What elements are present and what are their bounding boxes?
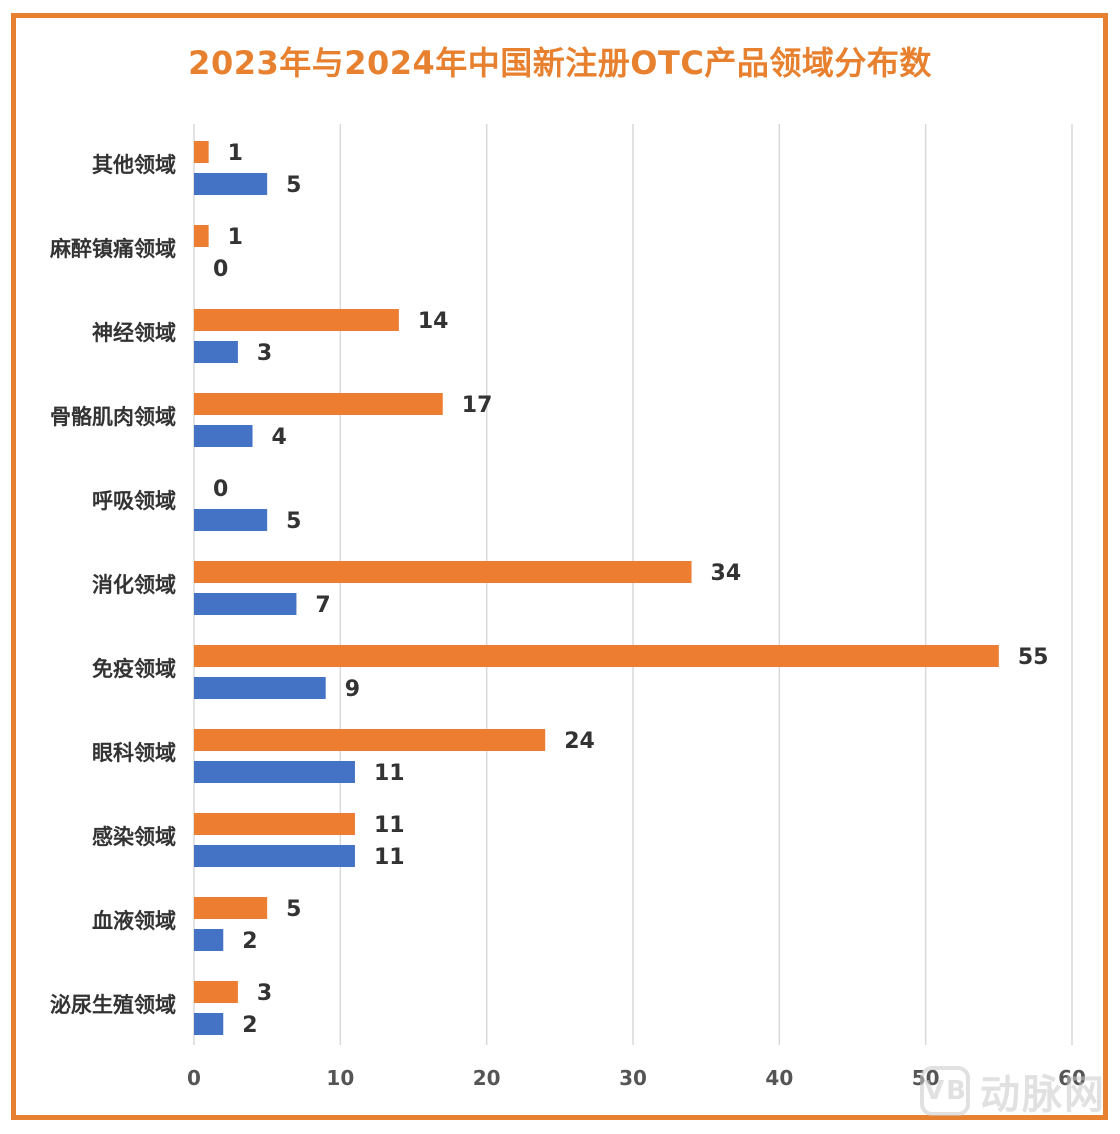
bar — [194, 425, 253, 447]
bar — [194, 729, 546, 751]
data-label: 2 — [242, 929, 257, 954]
category-label: 眼科领域 — [92, 741, 176, 765]
data-label: 9 — [345, 677, 360, 702]
category-label: 免疫领域 — [92, 657, 176, 681]
bar — [194, 813, 355, 835]
category-label: 消化领域 — [92, 573, 176, 597]
data-label: 5 — [286, 897, 301, 922]
category-label: 骨骼肌肉领域 — [50, 405, 176, 429]
data-label: 0 — [213, 477, 228, 502]
bar — [194, 1013, 224, 1035]
bar — [194, 593, 297, 615]
bar — [194, 645, 999, 667]
bar — [194, 393, 443, 415]
bar — [194, 173, 268, 195]
data-label: 3 — [257, 341, 272, 366]
category-label: 其他领域 — [92, 153, 176, 177]
bar — [194, 225, 209, 247]
x-tick-label: 20 — [473, 1066, 501, 1090]
bar — [194, 309, 399, 331]
bar — [194, 761, 355, 783]
bars — [194, 141, 999, 1035]
x-tick-label: 0 — [187, 1066, 201, 1090]
data-label: 4 — [272, 425, 287, 450]
watermark-logo-icon: VB — [920, 1066, 970, 1116]
watermark: VB 动脉网 — [920, 1062, 1106, 1120]
data-label: 1 — [228, 141, 243, 166]
data-label: 7 — [315, 593, 330, 618]
category-label: 血液领域 — [92, 909, 176, 933]
bar — [194, 981, 238, 1003]
grid-lines — [193, 124, 1073, 1045]
data-label: 34 — [711, 561, 742, 586]
bar — [194, 929, 224, 951]
data-label: 11 — [374, 845, 405, 870]
bar — [194, 677, 326, 699]
data-label: 5 — [286, 509, 301, 534]
watermark-text: 动脉网 — [980, 1072, 1106, 1118]
bar — [194, 845, 355, 867]
bar — [194, 561, 692, 583]
category-label: 麻醉镇痛领域 — [49, 237, 176, 261]
data-label: 24 — [564, 729, 595, 754]
bar — [194, 141, 209, 163]
category-label: 泌尿生殖领域 — [50, 993, 176, 1017]
x-tick-label: 60 — [1058, 1066, 1086, 1090]
data-label: 1 — [228, 225, 243, 250]
bar — [194, 509, 268, 531]
category-label: 神经领域 — [92, 321, 176, 345]
data-label: 17 — [462, 393, 493, 418]
chart-title: 2023年与2024年中国新注册OTC产品领域分布数 — [188, 44, 932, 82]
data-label: 0 — [213, 257, 228, 282]
data-label: 55 — [1018, 645, 1049, 670]
data-label: 11 — [374, 761, 405, 786]
data-label: 3 — [257, 981, 272, 1006]
data-label: 11 — [374, 813, 405, 838]
bar — [194, 341, 238, 363]
category-label: 感染领域 — [92, 825, 176, 849]
x-tick-label: 10 — [326, 1066, 354, 1090]
category-label: 呼吸领域 — [92, 489, 176, 513]
data-label: 5 — [286, 173, 301, 198]
data-label: 2 — [242, 1013, 257, 1038]
x-tick-label: 30 — [619, 1066, 647, 1090]
data-label: 14 — [418, 309, 449, 334]
bar — [194, 897, 268, 919]
x-tick-label: 40 — [765, 1066, 793, 1090]
